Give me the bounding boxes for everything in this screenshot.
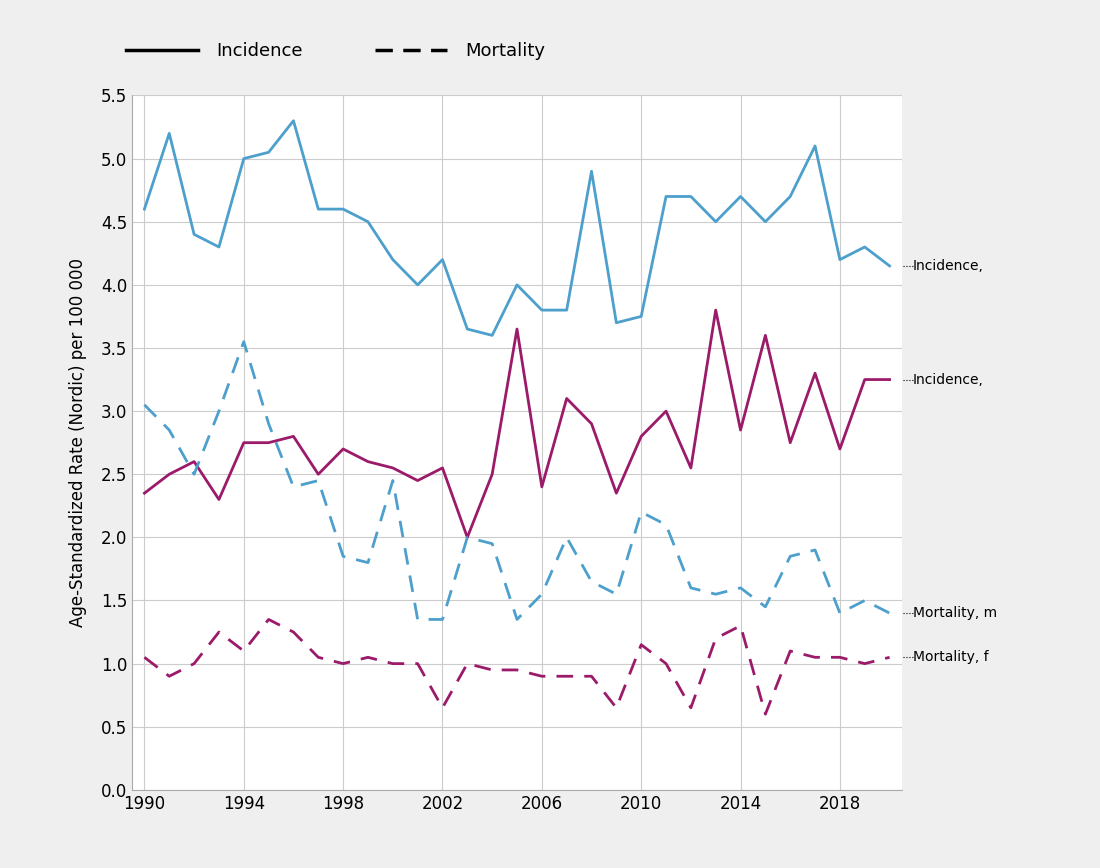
Legend: Incidence, Mortality: Incidence, Mortality <box>119 35 552 68</box>
Text: Incidence,: Incidence, <box>913 259 983 273</box>
Text: Incidence,: Incidence, <box>913 372 983 386</box>
Y-axis label: Age-Standardized Rate (Nordic) per 100 000: Age-Standardized Rate (Nordic) per 100 0… <box>69 258 87 628</box>
Text: Mortality, f: Mortality, f <box>913 650 989 664</box>
Text: Mortality, m: Mortality, m <box>913 606 997 620</box>
